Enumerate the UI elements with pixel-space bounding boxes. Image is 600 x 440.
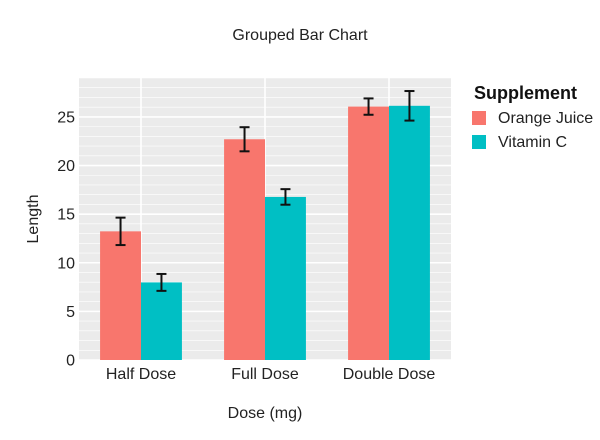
- legend: Supplement Orange Juice Vitamin C: [472, 83, 593, 151]
- error-bars: [115, 90, 415, 292]
- x-tick-label: Double Dose: [343, 366, 436, 383]
- legend-swatch: [472, 111, 486, 125]
- x-tick-label: Half Dose: [106, 366, 176, 383]
- x-axis: Half Dose Full Dose Double Dose: [106, 366, 435, 383]
- x-axis-title: Dose (mg): [228, 405, 303, 422]
- bars: [100, 105, 430, 361]
- legend-label: Vitamin C: [498, 134, 567, 151]
- y-tick-label: 5: [66, 304, 75, 321]
- y-tick-label: 0: [66, 353, 75, 370]
- bar: [389, 105, 430, 360]
- legend-label: Orange Juice: [498, 110, 593, 127]
- y-tick-label: 15: [57, 207, 75, 224]
- bar: [141, 282, 182, 360]
- chart-title: Grouped Bar Chart: [232, 27, 368, 44]
- legend-title: Supplement: [474, 83, 577, 103]
- bar: [224, 139, 265, 360]
- y-tick-label: 10: [57, 255, 75, 272]
- y-axis-title: Length: [25, 195, 42, 244]
- y-axis: 0 5 10 15 20 25: [57, 109, 75, 369]
- bar: [348, 106, 389, 361]
- bar: [265, 196, 306, 360]
- bar: [100, 231, 141, 360]
- y-tick-label: 25: [57, 109, 75, 126]
- legend-swatch: [472, 135, 486, 149]
- y-tick-label: 20: [57, 158, 75, 175]
- x-tick-label: Full Dose: [231, 366, 299, 383]
